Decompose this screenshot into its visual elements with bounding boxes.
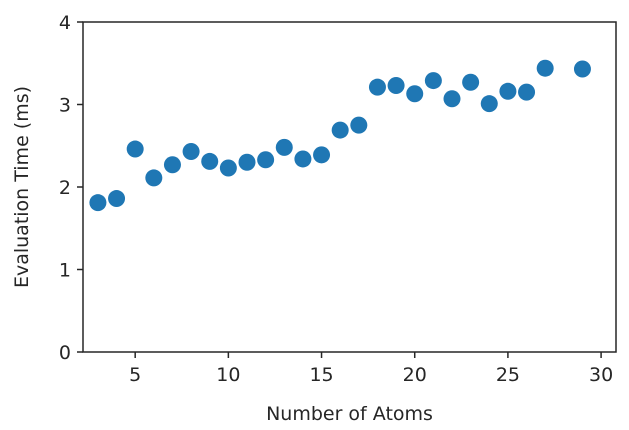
data-point [480, 95, 498, 113]
data-point [219, 159, 237, 177]
data-point [89, 194, 107, 212]
data-point [424, 72, 442, 90]
data-point [238, 153, 256, 171]
y-tick-label: 4 [59, 12, 71, 34]
x-tick-label: 20 [403, 364, 427, 386]
data-point [499, 82, 517, 100]
data-point [536, 59, 554, 77]
data-point [462, 73, 480, 91]
data-point [406, 85, 424, 103]
x-tick-label: 5 [129, 364, 141, 386]
y-axis-label: Evaluation Time (ms) [11, 86, 33, 288]
data-point [368, 78, 386, 96]
y-tick-label: 1 [59, 260, 71, 282]
data-point [126, 140, 144, 158]
x-axis-label: Number of Atoms [266, 403, 433, 425]
y-tick-label: 0 [59, 342, 71, 364]
data-point [387, 77, 405, 95]
y-tick-label: 2 [59, 177, 71, 199]
data-point [163, 156, 181, 174]
data-point [350, 116, 368, 134]
data-point [108, 190, 126, 208]
axes: 5 10 15 20 25 30 0 1 2 3 4 [59, 12, 617, 386]
data-point [145, 169, 163, 187]
plot-area [89, 59, 591, 212]
data-point [518, 83, 536, 101]
data-point [443, 90, 461, 108]
x-tick-label: 30 [589, 364, 613, 386]
data-point [573, 60, 591, 78]
plot-frame [82, 21, 617, 353]
y-tick-label: 3 [59, 95, 71, 117]
data-point [294, 150, 312, 168]
data-point [201, 152, 219, 170]
data-point [313, 146, 331, 164]
data-point [182, 143, 200, 161]
data-point [331, 121, 349, 139]
x-tick-label: 15 [309, 364, 333, 386]
x-tick-label: 25 [496, 364, 520, 386]
x-tick-label: 10 [216, 364, 240, 386]
data-point [275, 138, 293, 156]
data-point [257, 151, 275, 169]
